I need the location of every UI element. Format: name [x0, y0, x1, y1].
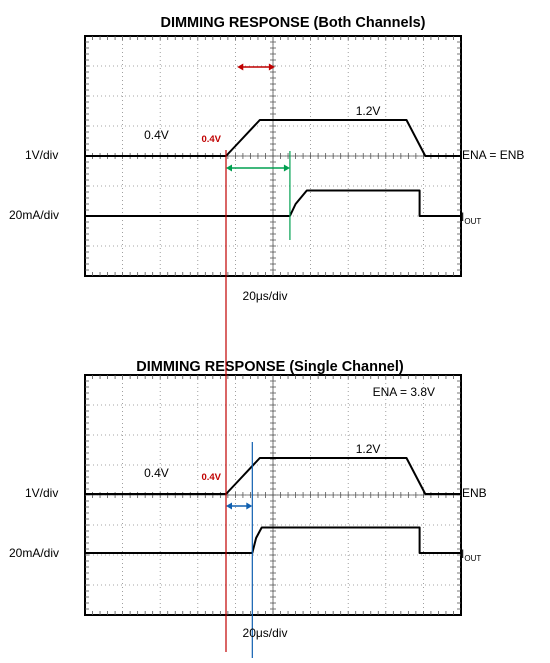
threshold-0-4v-label: 0.4V	[201, 472, 221, 483]
iout-main: I	[461, 210, 464, 224]
threshold-0-4v-label: 0.4V	[201, 134, 221, 145]
scope1-ch1-name: ENA = ENB	[462, 148, 524, 162]
iout-sub: OUT	[464, 554, 481, 563]
scope2-iout-label: IOUT	[461, 547, 481, 563]
scope2-ch1-scale: 1V/div	[25, 486, 58, 500]
scope1-ch2-scale: 20mA/div	[9, 208, 59, 222]
scope1-annotations: 0.4V	[201, 63, 291, 240]
scope1-iout-label: IOUT	[461, 210, 481, 226]
iout-main: I	[461, 547, 464, 561]
delay-arrow-head-left	[226, 502, 232, 510]
scope1-timebase: 20μs/div	[243, 289, 288, 303]
trace-level-label: 0.4V	[144, 466, 169, 480]
delay-arrow-head-right	[283, 164, 290, 172]
iout-sub: OUT	[464, 217, 481, 226]
delay-arrow-head-left	[226, 164, 232, 172]
delay-arrow-head-left	[237, 63, 244, 71]
scope2-ch2-scale: 20mA/div	[9, 546, 59, 560]
delay-arrow-head-right	[246, 502, 253, 510]
trace-level-label: 1.2V	[356, 104, 381, 118]
scope2-corner-label: ENA = 3.8V	[373, 385, 435, 399]
trace-level-label: 0.4V	[144, 128, 169, 142]
scope1-ch1-scale: 1V/div	[25, 148, 58, 162]
scope2-title: DIMMING RESPONSE (Single Channel)	[136, 359, 404, 375]
scope2-timebase: 20μs/div	[243, 626, 288, 640]
scope2-ch1-name: ENB	[462, 486, 487, 500]
scope1-title: DIMMING RESPONSE (Both Channels)	[160, 15, 425, 31]
scope2-annotations: 0.4V	[201, 442, 253, 661]
trace-level-label: 1.2V	[356, 442, 381, 456]
delay-arrow-head-right	[268, 63, 275, 71]
